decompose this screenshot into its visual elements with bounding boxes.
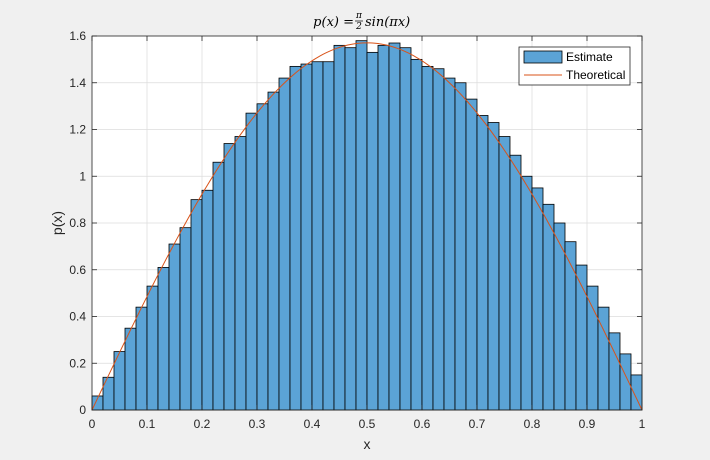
histogram-bar bbox=[388, 42, 401, 411]
histogram-bar bbox=[289, 65, 302, 411]
x-tick-label: 0.3 bbox=[249, 417, 266, 431]
chart-title: p(x) = π 2 sin(πx) bbox=[313, 11, 410, 32]
histogram-bar bbox=[102, 376, 115, 411]
y-axis-label: p(x) bbox=[49, 211, 65, 235]
x-tick-label: 0.9 bbox=[579, 417, 596, 431]
x-tick-labels: 0 0.1 0.2 0.3 0.4 0.5 0.6 0.7 0.8 0.9 1 bbox=[89, 417, 646, 431]
histogram-bar bbox=[542, 203, 555, 411]
x-tick-label: 0.7 bbox=[469, 417, 486, 431]
histogram-bar bbox=[564, 241, 577, 411]
y-tick-label: 0 bbox=[79, 403, 86, 417]
title-rhs: sin(πx) bbox=[365, 15, 410, 30]
x-tick-label: 0.6 bbox=[414, 417, 431, 431]
histogram-bar bbox=[487, 122, 500, 411]
histogram-bar bbox=[201, 189, 214, 411]
x-tick-label: 0.4 bbox=[304, 417, 321, 431]
histogram-bar bbox=[575, 264, 588, 411]
histogram-bar bbox=[586, 285, 599, 411]
histogram-bar bbox=[454, 82, 467, 411]
histogram-bar bbox=[355, 40, 368, 411]
histogram-bar bbox=[135, 306, 148, 411]
histogram-bar bbox=[190, 199, 203, 411]
y-tick-label: 1.4 bbox=[69, 76, 86, 90]
theoretical-curve bbox=[91, 42, 643, 411]
title-fraction-numerator: π bbox=[355, 11, 363, 21]
histogram-bar bbox=[311, 61, 324, 411]
histogram-bar bbox=[300, 63, 313, 411]
histogram-bar bbox=[322, 61, 335, 411]
histogram-bar bbox=[476, 115, 489, 411]
histogram-bar bbox=[399, 47, 412, 411]
x-tick-label: 1 bbox=[639, 417, 646, 431]
histogram-bar bbox=[256, 103, 269, 411]
y-tick-label: 0.4 bbox=[69, 310, 86, 324]
histogram-bar bbox=[410, 58, 423, 411]
x-axis-label: x bbox=[364, 436, 371, 452]
histogram-bar bbox=[520, 175, 533, 411]
x-tick-label: 0.1 bbox=[139, 417, 156, 431]
y-tick-label: 1.2 bbox=[69, 123, 86, 137]
x-tick-label: 0.5 bbox=[359, 417, 376, 431]
histogram-bar bbox=[333, 44, 346, 411]
histogram-bar bbox=[630, 374, 643, 411]
histogram-bar bbox=[421, 65, 434, 411]
histogram-bar bbox=[344, 47, 357, 411]
legend-swatch-estimate bbox=[523, 50, 563, 64]
legend: Estimate Theoretical bbox=[518, 46, 631, 86]
histogram-bar bbox=[234, 136, 247, 411]
histogram-bar bbox=[157, 267, 170, 411]
title-lhs: p(x) = bbox=[313, 15, 354, 30]
histogram-bars bbox=[91, 40, 643, 411]
axis-ticks bbox=[91, 35, 643, 411]
y-tick-labels: 0 0.2 0.4 0.6 0.8 1 1.2 1.4 1.6 bbox=[69, 29, 86, 417]
histogram-bar bbox=[245, 112, 258, 411]
histogram-bar bbox=[619, 353, 632, 411]
histogram-bar bbox=[366, 51, 379, 411]
histogram-bar bbox=[179, 227, 192, 411]
histogram-bar bbox=[267, 91, 280, 411]
y-tick-label: 0.2 bbox=[69, 356, 86, 370]
y-tick-label: 0.6 bbox=[69, 263, 86, 277]
histogram-bar bbox=[465, 98, 478, 411]
x-tick-label: 0.2 bbox=[194, 417, 211, 431]
histogram-bar bbox=[498, 136, 511, 411]
histogram-bar bbox=[509, 154, 522, 411]
y-tick-label: 1 bbox=[79, 169, 86, 183]
legend-label-estimate: Estimate bbox=[566, 50, 613, 64]
histogram-bar bbox=[432, 68, 445, 411]
y-tick-label: 0.8 bbox=[69, 216, 86, 230]
histogram-bar bbox=[212, 161, 225, 411]
histogram-bar bbox=[531, 187, 544, 411]
histogram-bar bbox=[278, 77, 291, 411]
histogram-bar bbox=[443, 77, 456, 411]
histogram-bar bbox=[124, 327, 137, 411]
title-fraction-denominator: 2 bbox=[355, 22, 362, 32]
x-tick-label: 0 bbox=[89, 417, 96, 431]
histogram-bar bbox=[168, 243, 181, 411]
x-tick-label: 0.8 bbox=[524, 417, 541, 431]
y-tick-label: 1.6 bbox=[69, 29, 86, 43]
histogram-bar bbox=[146, 285, 159, 411]
histogram-bar bbox=[223, 143, 236, 411]
legend-label-theoretical: Theoretical bbox=[566, 68, 625, 82]
histogram-bar bbox=[377, 44, 390, 411]
